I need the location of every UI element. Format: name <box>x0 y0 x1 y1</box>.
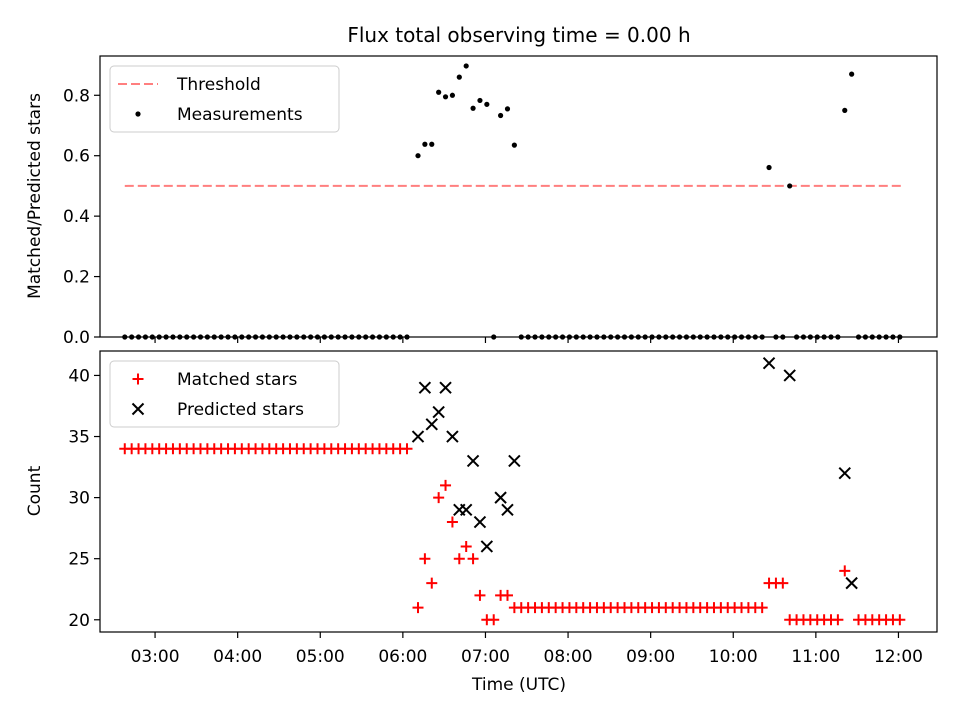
y-tick-label: 0.2 <box>63 268 90 288</box>
legend-box <box>109 360 340 428</box>
measurement-point <box>449 92 456 98</box>
predicted-stars-point <box>762 357 776 370</box>
predicted-stars-point <box>838 466 851 480</box>
matched-stars-point <box>474 589 486 601</box>
matched-stars-point <box>440 479 452 491</box>
predicted-stars-point <box>432 405 445 419</box>
legend-label: Matched stars <box>177 370 297 390</box>
matched-stars-point <box>756 602 768 614</box>
matched-stars-point <box>460 540 472 552</box>
chart-title: Flux total observing time = 0.00 h <box>347 23 690 47</box>
predicted-stars-point <box>411 430 425 443</box>
matched-stars-point <box>412 602 424 614</box>
measurement-point <box>766 164 772 171</box>
x-tick-label: 05:00 <box>296 647 345 667</box>
measurement-point <box>787 183 793 189</box>
measurement-point <box>456 74 462 80</box>
predicted-stars-point <box>459 503 473 517</box>
measurement-point <box>442 94 449 100</box>
legend-measurements-swatch <box>135 111 141 117</box>
legend-label: Threshold <box>176 75 261 95</box>
predicted-stars-point <box>446 430 459 443</box>
legend-label: Predicted stars <box>177 400 304 420</box>
measurement-point <box>463 63 469 69</box>
top-y-axis-label: Matched/Predicted stars <box>25 93 45 299</box>
x-tick-label: 07:00 <box>461 647 510 667</box>
predicted-stars-point <box>494 491 507 504</box>
legend: Threshold Measurements <box>109 65 340 133</box>
matched-stars-point <box>419 553 431 565</box>
predicted-stars-point <box>501 503 514 517</box>
y-tick-label: 40 <box>68 366 90 386</box>
legend-predicted-swatch <box>131 402 145 416</box>
legend: Matched stars Predicted stars <box>109 360 340 428</box>
x-axis-label: Time (UTC) <box>471 675 566 695</box>
predicted-stars-point <box>425 418 438 431</box>
matched-stars-point <box>426 577 438 589</box>
matched-stars-point <box>839 565 851 577</box>
measurement-point <box>470 105 476 111</box>
predicted-stars-point <box>508 454 521 468</box>
plot-frame <box>99 55 938 338</box>
matched-stars-point <box>453 553 465 565</box>
measurement-point <box>477 97 483 104</box>
plot-frame <box>99 350 938 633</box>
y-tick-label: 25 <box>68 550 90 570</box>
predicted-stars-point <box>473 515 487 529</box>
y-tick-label: 35 <box>68 428 90 448</box>
x-tick-label: 04:00 <box>213 647 262 667</box>
legend-label: Measurements <box>177 105 303 125</box>
legend-box <box>109 65 340 133</box>
top-panel: 0.0 0.2 0.4 0.6 0.8 Threshold Measurements <box>63 55 938 348</box>
matched-stars-point <box>401 443 413 455</box>
measurement-point <box>436 89 442 95</box>
measurement-point <box>484 101 490 107</box>
measurement-point <box>842 107 848 113</box>
measurement-point <box>504 106 511 112</box>
predicted-stars-point <box>783 369 796 382</box>
predicted-stars-point <box>418 381 432 394</box>
matched-stars-point <box>433 492 445 504</box>
x-tick-label: 10:00 <box>709 647 758 667</box>
measurement-point <box>498 112 504 119</box>
x-tick-label: 11:00 <box>791 647 840 667</box>
x-tick-label: 12:00 <box>874 647 923 667</box>
predicted-stars-point <box>439 381 452 394</box>
y-tick-label: 0.6 <box>63 147 90 167</box>
predicted-stars-point <box>466 454 480 468</box>
predicted-stars-point <box>480 540 494 553</box>
measurement-point <box>429 141 435 147</box>
measurement-point <box>849 71 855 77</box>
measurement-point <box>511 142 517 148</box>
y-tick-label: 20 <box>68 611 90 631</box>
measurement-point <box>422 141 428 147</box>
x-tick-label: 08:00 <box>544 647 593 667</box>
y-tick-label: 0.0 <box>63 328 90 348</box>
matched-stars-point <box>446 516 458 528</box>
x-tick-label: 09:00 <box>626 647 675 667</box>
bottom-panel: 20 25 30 35 40 03:00 04:00 05:00 06:00 07:00 08:00… <box>68 350 938 667</box>
matched-stars-point <box>501 589 513 601</box>
matched-stars-point <box>894 614 906 626</box>
matched-stars-point <box>488 614 500 626</box>
matched-stars-point <box>777 577 789 589</box>
matched-stars-point <box>832 614 844 626</box>
predicted-stars-point <box>845 576 858 590</box>
y-tick-label: 0.8 <box>63 86 90 106</box>
measurement-point <box>415 153 421 159</box>
y-tick-label: 0.4 <box>63 207 90 227</box>
legend-matched-swatch <box>132 373 144 385</box>
bottom-y-axis-label: Count <box>25 465 45 516</box>
y-tick-label: 30 <box>68 489 90 509</box>
x-tick-label: 03:00 <box>131 647 180 667</box>
matched-stars-point <box>467 553 479 565</box>
x-tick-label: 06:00 <box>378 647 427 667</box>
